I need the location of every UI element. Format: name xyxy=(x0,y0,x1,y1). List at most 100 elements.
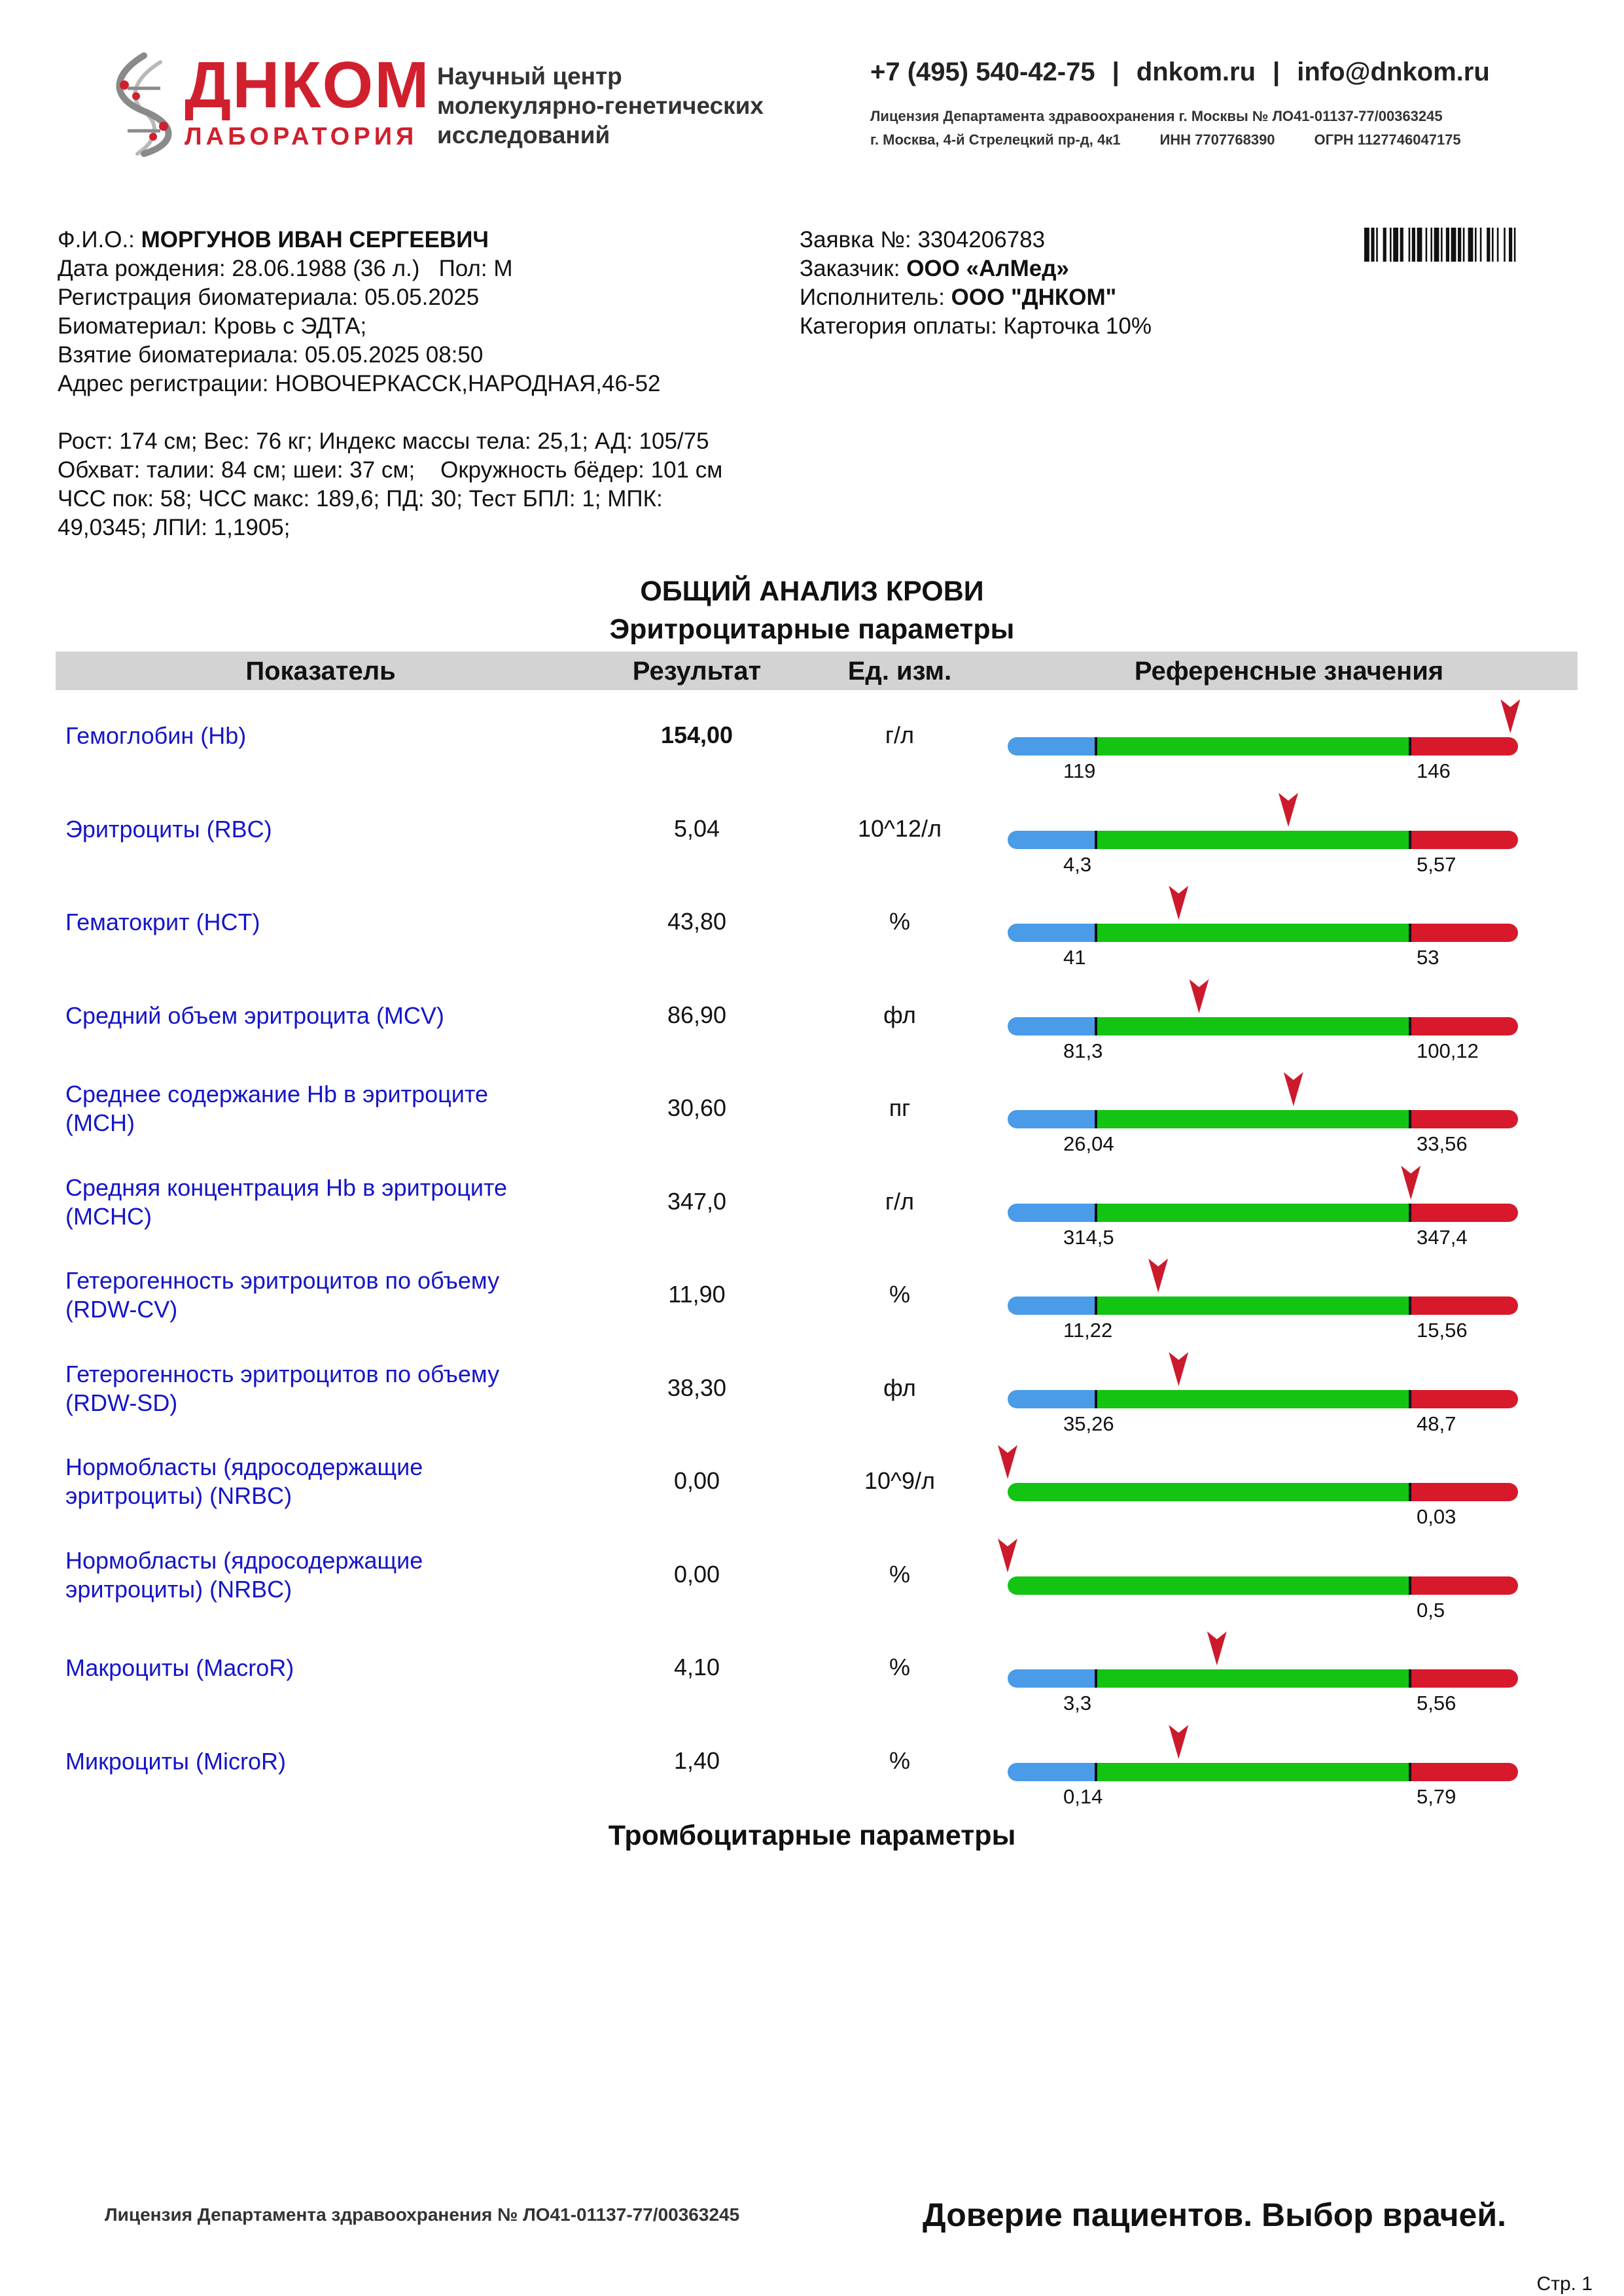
reference-scale: 35,26 48,7 xyxy=(1008,1351,1518,1435)
license-text: Лицензия Департамента здравоохранения г.… xyxy=(870,108,1443,124)
high-limit-tick xyxy=(1409,1389,1411,1408)
high-limit-tick xyxy=(1409,924,1411,942)
normal-range-segment xyxy=(1096,1296,1410,1315)
table-row: Нормобласты (ядросодержащие эритроциты) (… xyxy=(0,1442,1624,1536)
footer-license: Лицензия Департамента здравоохранения № … xyxy=(105,2204,740,2225)
table-row: Средний объем эритроцита (MCV) 86,90 фл 81,… xyxy=(0,977,1624,1070)
executor: ООО "ДНКОМ" xyxy=(951,285,1117,310)
high-limit-label: 5,57 xyxy=(1417,853,1456,876)
center-name-line: молекулярно-генетических xyxy=(437,92,764,119)
low-limit-tick xyxy=(1095,830,1097,849)
result-marker-icon xyxy=(1148,1259,1169,1293)
fio-label: Ф.И.О.: xyxy=(58,227,135,252)
parameter-name-line: (RDW-SD) xyxy=(65,1389,178,1416)
parameter-name-line: Средний объем эритроцита (MCV) xyxy=(65,1001,444,1029)
executor-line: Исполнитель: ООО "ДНКОМ" xyxy=(800,283,1152,312)
parameter-name[interactable]: Гематокрит (HCT) xyxy=(65,908,563,937)
separator: | xyxy=(1112,58,1120,86)
unit: фл xyxy=(883,1001,916,1028)
parameter-name[interactable]: Гетерогенность эритроцитов по объему (RDW… xyxy=(65,1266,563,1324)
barcode-icon xyxy=(1364,228,1516,262)
section-title-platelet: Тромбоцитарные параметры xyxy=(608,1820,1016,1851)
parameter-name[interactable]: Эритроциты (RBC) xyxy=(65,815,563,844)
low-limit-label: 81,3 xyxy=(1063,1039,1103,1062)
column-header-unit: Ед. изм. xyxy=(847,657,952,686)
table-row: Гетерогенность эритроцитов по объему (RDW… xyxy=(0,1349,1624,1443)
high-limit-label: 15,56 xyxy=(1417,1319,1468,1342)
parameter-name-line: Нормобласты (ядросодержащие xyxy=(65,1546,423,1574)
phone-number[interactable]: +7 (495) 540-42-75 xyxy=(870,58,1095,86)
reference-scale: 3,3 5,56 xyxy=(1008,1631,1518,1714)
high-range-segment xyxy=(1410,830,1518,849)
parameter-name[interactable]: Средняя концентрация Hb в эритроците (MCH… xyxy=(65,1174,563,1231)
parameter-name[interactable]: Нормобласты (ядросодержащие эритроциты) (… xyxy=(65,1546,563,1604)
result-marker-icon xyxy=(1169,1351,1189,1386)
result-marker-icon xyxy=(1207,1631,1227,1665)
sex: М xyxy=(493,256,513,281)
low-limit-label: 41 xyxy=(1063,946,1086,969)
result-marker-icon xyxy=(1401,1165,1421,1200)
result-value: 86,90 xyxy=(667,1001,727,1028)
result-marker-icon xyxy=(1500,699,1521,733)
age: (36 л.) xyxy=(353,256,420,281)
result-value: 0,00 xyxy=(673,1560,720,1588)
parameter-name[interactable]: Нормобласты (ядросодержащие эритроциты) (… xyxy=(65,1453,563,1510)
high-limit-label: 0,5 xyxy=(1417,1599,1445,1622)
site-link[interactable]: dnkom.ru xyxy=(1136,58,1256,86)
parameter-name[interactable]: Микроциты (MicroR) xyxy=(65,1747,563,1776)
result-marker-icon xyxy=(1189,979,1209,1013)
result-marker-icon xyxy=(1169,1724,1189,1759)
result-marker-icon xyxy=(1279,792,1298,827)
parameter-name-line: (RDW-CV) xyxy=(65,1296,178,1323)
reference-scale: 314,5 347,4 xyxy=(1008,1165,1518,1249)
center-name: Научный центр молекулярно-генетических и… xyxy=(437,61,764,150)
high-range-segment xyxy=(1410,1389,1518,1408)
high-limit-label: 146 xyxy=(1417,759,1451,782)
high-limit-label: 48,7 xyxy=(1417,1412,1456,1435)
unit: % xyxy=(889,1281,910,1308)
high-limit-label: 5,56 xyxy=(1417,1692,1456,1714)
parameter-name[interactable]: Среднее содержание Hb в эритроците (MCH) xyxy=(65,1080,563,1138)
low-limit-label: 11,22 xyxy=(1063,1319,1112,1342)
table-row: Средняя концентрация Hb в эритроците (MCH… xyxy=(0,1163,1624,1257)
reference-scale: 26,04 33,56 xyxy=(1008,1072,1518,1155)
low-range-segment xyxy=(1008,1389,1096,1408)
result-value: 0,00 xyxy=(673,1467,720,1494)
table-row: Микроциты (MicroR) 1,40% 0,14 5,79 xyxy=(0,1722,1624,1816)
customer-line: Заказчик: ООО «АлМед» xyxy=(800,254,1152,283)
high-range-segment xyxy=(1410,1203,1518,1222)
email-link[interactable]: info@dnkom.ru xyxy=(1297,58,1490,86)
address-line: г. Москва, 4-й Стрелецкий пр-д, 4к1 ИНН 7… xyxy=(870,128,1461,152)
parameter-name-line: Нормобласты (ядросодержащие xyxy=(65,1453,423,1480)
page-number: Стр. 1 xyxy=(1536,2273,1593,2295)
birth-label: Дата рождения: xyxy=(58,256,226,281)
unit: г/л xyxy=(885,1187,915,1215)
high-range-segment xyxy=(1410,1296,1518,1315)
high-range-segment xyxy=(1410,1017,1518,1035)
anthropometry-line: Рост: 174 см; Вес: 76 кг; Индекс массы т… xyxy=(58,428,709,454)
parameter-name[interactable]: Гетерогенность эритроцитов по объему (RDW… xyxy=(65,1360,563,1418)
high-range-segment xyxy=(1410,1576,1518,1595)
normal-range-segment xyxy=(1096,737,1410,756)
reference-scale: 119 146 xyxy=(1008,699,1521,782)
table-row: Гемоглобин (Hb) 154,00 г/л 119 146 xyxy=(0,697,1624,790)
column-header-result: Результат xyxy=(632,657,762,686)
low-limit-tick xyxy=(1095,1110,1097,1128)
result-value: 1,40 xyxy=(673,1747,720,1774)
reference-scale: 0,5 xyxy=(998,1538,1518,1622)
high-limit-label: 5,79 xyxy=(1417,1785,1456,1808)
sex-label: Пол: xyxy=(438,256,487,281)
parameter-name[interactable]: Макроциты (MacroR) xyxy=(65,1654,563,1682)
low-limit-tick xyxy=(1095,1669,1097,1688)
logo-subtitle: ЛАБОРАТОРИЯ xyxy=(185,123,418,150)
parameter-name[interactable]: Средний объем эритроцита (MCV) xyxy=(65,1001,563,1030)
high-limit-tick xyxy=(1409,1017,1411,1035)
reference-scale: 0,03 xyxy=(998,1445,1518,1528)
parameter-name[interactable]: Гемоглобин (Hb) xyxy=(65,722,563,750)
parameter-name-line: Макроциты (MacroR) xyxy=(65,1654,294,1681)
high-limit-label: 100,12 xyxy=(1417,1039,1479,1062)
normal-range-segment xyxy=(1008,1576,1410,1595)
table-row: Гематокрит (HCT) 43,80% 41 53 xyxy=(0,883,1624,977)
result-value: 154,00 xyxy=(660,722,733,748)
payment-category: Категория оплаты: Карточка 10% xyxy=(800,313,1152,339)
